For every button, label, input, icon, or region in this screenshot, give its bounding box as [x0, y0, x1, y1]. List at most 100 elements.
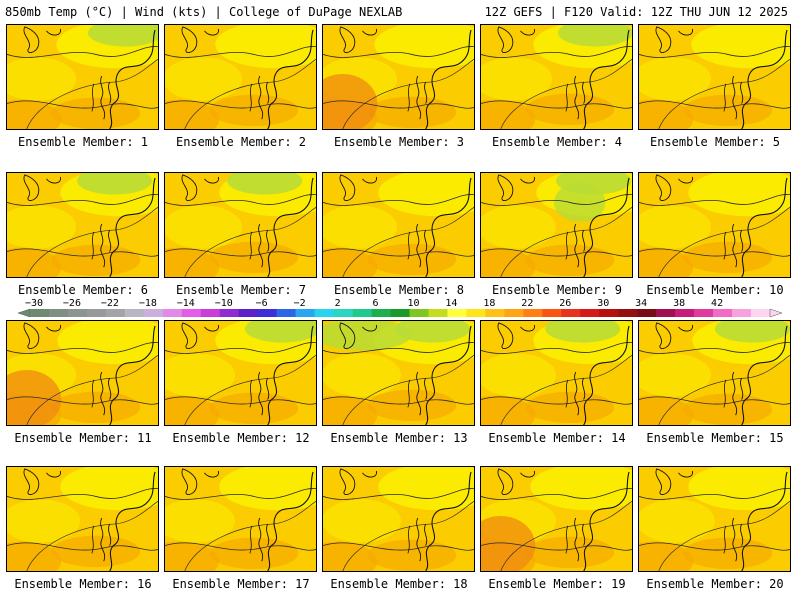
colorbar-swatch	[67, 309, 88, 317]
colorbar-tick-label: 18	[483, 298, 495, 309]
colorbar-swatch	[675, 309, 695, 317]
colorbar-tick-label: 2	[335, 298, 341, 309]
colorbar-swatch	[580, 309, 600, 317]
ensemble-member-label: Ensemble Member: 8	[333, 283, 465, 297]
ensemble-member-label: Ensemble Member: 1	[17, 135, 149, 149]
colorbar-swatch	[371, 309, 391, 317]
ensemble-member-label: Ensemble Member: 10	[646, 283, 784, 297]
temperature-map	[7, 467, 158, 571]
ensemble-member-label: Ensemble Member: 11	[14, 431, 152, 445]
temperature-map	[323, 173, 474, 277]
temperature-map	[481, 25, 632, 129]
colorbar-swatch	[599, 309, 619, 317]
temperature-map	[7, 321, 158, 425]
colorbar-swatch	[561, 309, 581, 317]
temperature-map	[481, 321, 632, 425]
colorbar-left-arrow	[17, 308, 31, 318]
colorbar-tick-label: −14	[177, 298, 195, 309]
temperature-map	[165, 25, 316, 129]
temperature-map	[323, 25, 474, 129]
map-header: 850mb Temp (°C) | Wind (kts) | College o…	[0, 0, 800, 24]
colorbar-swatch	[105, 309, 126, 317]
ensemble-map-panel	[638, 466, 791, 572]
ensemble-member-label: Ensemble Member: 9	[491, 283, 623, 297]
colorbar-swatch	[656, 309, 676, 317]
map-run-info: 12Z GEFS | F120 Valid: 12Z THU JUN 12 20…	[484, 5, 788, 19]
temperature-map	[165, 321, 316, 425]
colorbar-swatch	[504, 309, 524, 317]
colorbar-swatch	[637, 309, 657, 317]
colorbar-swatch	[409, 309, 429, 317]
ensemble-member-label: Ensemble Member: 13	[330, 431, 468, 445]
temperature-map	[481, 467, 632, 571]
colorbar-swatch	[694, 309, 714, 317]
temperature-map	[7, 25, 158, 129]
ensemble-member-label: Ensemble Member: 7	[175, 283, 307, 297]
ensemble-member-label: Ensemble Member: 4	[491, 135, 623, 149]
ensemble-member-label: Ensemble Member: 17	[172, 577, 310, 591]
colorbar-swatch	[124, 309, 145, 317]
ensemble-member-label: Ensemble Member: 15	[646, 431, 784, 445]
ensemble-member-label: Ensemble Member: 20	[646, 577, 784, 591]
ensemble-member-label: Ensemble Member: 12	[172, 431, 310, 445]
colorbar-swatch	[352, 309, 372, 317]
colorbar-swatch	[618, 309, 638, 317]
colorbar-tick-label: −26	[63, 298, 81, 309]
colorbar-swatch	[713, 309, 733, 317]
colorbar-swatch	[276, 309, 296, 317]
ensemble-map-panel	[164, 320, 317, 426]
colorbar-swatch	[48, 309, 69, 317]
ensemble-map-panel	[480, 320, 633, 426]
colorbar-tick-label: 26	[559, 298, 571, 309]
colorbar-swatch	[314, 309, 334, 317]
colorbar-tick-label: 6	[373, 298, 379, 309]
colorbar-tick-label: −18	[139, 298, 157, 309]
ensemble-map-panel	[322, 320, 475, 426]
colorbar-tick-label: −30	[25, 298, 43, 309]
ensemble-map-panel	[6, 320, 159, 426]
temperature-map	[639, 321, 790, 425]
colorbar-swatch	[257, 309, 277, 317]
colorbar-tick-label: 30	[597, 298, 609, 309]
ensemble-map-panel	[638, 172, 791, 278]
ensemble-map-panel	[322, 24, 475, 130]
temperature-map	[639, 25, 790, 129]
colorbar-swatch	[751, 309, 771, 317]
ensemble-map-panel	[322, 172, 475, 278]
colorbar-tick-label: 42	[711, 298, 723, 309]
temperature-map	[323, 467, 474, 571]
temperature-map	[639, 173, 790, 277]
colorbar-swatch	[238, 309, 258, 317]
ensemble-member-label: Ensemble Member: 14	[488, 431, 626, 445]
ensemble-map-panel	[480, 466, 633, 572]
colorbar-swatch	[200, 309, 221, 317]
color-scale-bar: −30 −26 −22 −18 −14 −10 −6 −2 2 6 10 14 18 22 26 30 34 38…	[0, 296, 800, 320]
colorbar-swatch	[732, 309, 752, 317]
colorbar-tick-label: 34	[635, 298, 647, 309]
ensemble-member-label: Ensemble Member: 18	[330, 577, 468, 591]
colorbar-swatch	[295, 309, 315, 317]
ensemble-member-label: Ensemble Member: 19	[488, 577, 626, 591]
ensemble-map-panel	[164, 24, 317, 130]
ensemble-map-panel	[6, 24, 159, 130]
colorbar-swatch	[86, 309, 107, 317]
colorbar-right-arrow	[769, 308, 783, 318]
colorbar-swatch	[542, 309, 562, 317]
colorbar-tick-label: 22	[521, 298, 533, 309]
colorbar-swatch	[447, 309, 467, 317]
ensemble-map-panel	[480, 172, 633, 278]
colorbar-swatch	[466, 309, 486, 317]
ensemble-member-label: Ensemble Member: 16	[14, 577, 152, 591]
colorbar-swatch	[219, 309, 240, 317]
ensemble-map-panel	[164, 466, 317, 572]
ensemble-member-label: Ensemble Member: 5	[649, 135, 781, 149]
ensemble-member-label: Ensemble Member: 6	[17, 283, 149, 297]
colorbar-tick-label: −10	[215, 298, 233, 309]
temperature-map	[165, 173, 316, 277]
colorbar-tick-label: 38	[673, 298, 685, 309]
ensemble-map-panel	[6, 172, 159, 278]
colorbar-swatch	[485, 309, 505, 317]
colorbar-tick-label: −6	[256, 298, 268, 309]
ensemble-map-panel	[6, 466, 159, 572]
colorbar-swatch	[181, 309, 202, 317]
